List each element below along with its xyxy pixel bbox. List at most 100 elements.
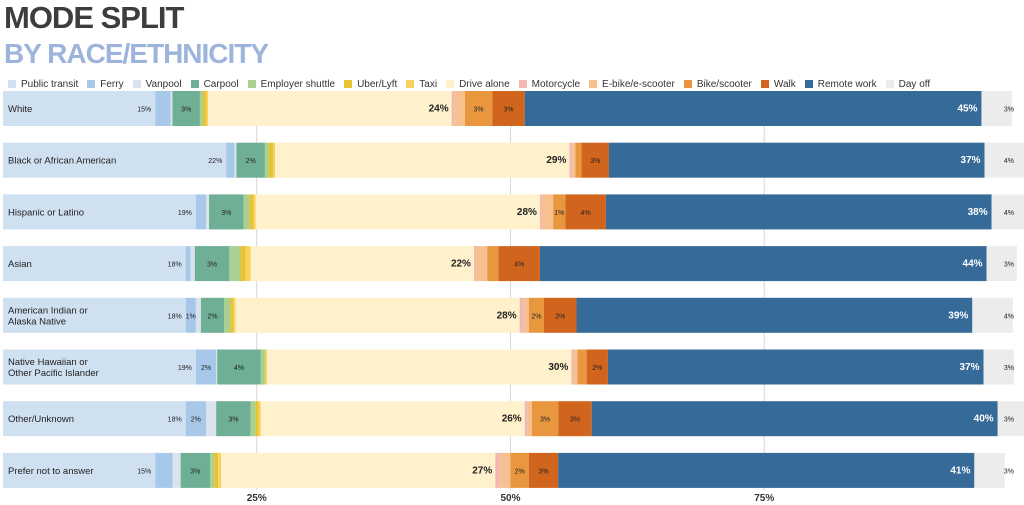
bar-uber-lyft <box>230 297 234 333</box>
category-label: American Indian or Alaska Native <box>8 305 88 327</box>
bar-employer-shuttle <box>260 349 265 385</box>
legend-swatch <box>760 80 769 88</box>
bar-bike-scooter <box>510 452 529 488</box>
legend-item-uber-lyft: Uber/Lyft <box>344 79 397 90</box>
legend-swatch <box>589 80 598 88</box>
data-label-carpool: 4% <box>234 365 244 372</box>
bar-uber-lyft <box>214 452 219 488</box>
bar-motorcycle <box>473 246 476 282</box>
legend-label: Ferry <box>100 78 124 90</box>
bar-drive-alone <box>250 246 474 282</box>
bar-taxi <box>258 401 261 437</box>
bar-day-off <box>986 246 1017 282</box>
bar-public-transit <box>3 401 186 437</box>
bar-walk <box>581 142 609 178</box>
legend-swatch <box>344 80 353 88</box>
bar-vanpool <box>234 142 237 178</box>
bar-vanpool <box>172 452 181 488</box>
bar-ferry <box>155 452 173 488</box>
bar-motorcycle <box>539 194 542 230</box>
bar-drive-alone <box>208 91 452 126</box>
bar-remote-work <box>576 297 973 333</box>
data-label-remote-work: 37% <box>959 362 979 373</box>
legend-swatch <box>190 80 199 88</box>
data-label-carpool: 3% <box>221 210 231 217</box>
bar-ferry <box>155 91 171 126</box>
legend-swatch <box>87 80 96 88</box>
data-label-public-transit: 18% <box>168 313 182 320</box>
bar-drive-alone <box>275 142 570 178</box>
bar-carpool <box>216 401 251 437</box>
bar-public-transit <box>3 297 186 333</box>
bar-carpool <box>194 246 230 282</box>
data-label-walk: 3% <box>570 417 580 424</box>
legend-label: Public transit <box>21 78 79 90</box>
data-label-drive-alone: 28% <box>497 310 517 321</box>
bar-employer-shuttle <box>229 246 241 282</box>
data-label-walk: 3% <box>590 158 600 165</box>
data-label-day-off: 4% <box>1004 210 1014 217</box>
bar-vanpool <box>195 297 201 333</box>
data-label-walk: 4% <box>514 262 524 269</box>
data-label-carpool: 3% <box>181 107 191 114</box>
bar-public-transit <box>3 349 196 385</box>
category-label: Native Hawaiian or Other Pacific Islander <box>8 357 99 379</box>
legend-item-walk: Walk <box>760 79 796 90</box>
data-label-drive-alone: 24% <box>429 104 449 115</box>
data-label-day-off: 4% <box>1004 313 1014 320</box>
data-label-drive-alone: 22% <box>451 259 471 270</box>
legend-item-vanpool: Vanpool <box>132 79 182 90</box>
bar-public-transit <box>3 452 156 488</box>
bar-employer-shuttle <box>224 297 231 333</box>
bar-e-bike-e-scooter <box>454 91 465 126</box>
legend-label: Day off <box>898 78 931 90</box>
legend-item-public-transit: Public transit <box>8 79 78 90</box>
legend-item-day-off: Day off <box>885 78 931 90</box>
bar-bike-scooter <box>487 246 499 282</box>
bar-drive-alone <box>260 401 525 437</box>
category-label: Asian <box>8 259 32 270</box>
legend-item-carpool: Carpool <box>190 79 239 90</box>
data-label-carpool: 3% <box>207 262 217 269</box>
bar-public-transit <box>3 91 156 126</box>
bar-bike-scooter <box>577 349 587 385</box>
data-label-drive-alone: 26% <box>502 414 522 425</box>
data-label-remote-work: 37% <box>960 155 980 166</box>
data-label-day-off: 3% <box>1004 468 1014 475</box>
chart-legend: Public transit Ferry Vanpool Carpool Employe… <box>8 77 1020 91</box>
bar-bike-scooter <box>575 142 582 178</box>
legend-swatch <box>683 80 692 88</box>
bar-ferry <box>226 142 235 178</box>
bar-uber-lyft <box>264 349 266 385</box>
data-label-walk: 3% <box>538 468 548 475</box>
bar-drive-alone <box>255 194 540 230</box>
bar-carpool <box>172 91 200 126</box>
data-label-carpool: 3% <box>190 468 200 475</box>
legend-item-e-bike-e-scooter: E-bike/e-scooter <box>589 79 675 90</box>
bar-walk <box>492 91 525 126</box>
bar-vanpool <box>170 91 173 126</box>
bar-day-off <box>983 349 1014 385</box>
legend-item-bike-scooter: Bike/scooter <box>683 79 752 90</box>
bar-remote-work <box>607 349 984 385</box>
bar-ferry <box>195 349 217 385</box>
bar-remote-work <box>605 194 992 230</box>
bar-walk <box>565 194 606 230</box>
data-label-day-off: 4% <box>1004 158 1014 165</box>
bar-uber-lyft <box>268 142 273 178</box>
legend-label: E-bike/e-scooter <box>602 78 675 90</box>
bar-employer-shuttle <box>243 194 250 230</box>
bar-day-off <box>997 401 1024 437</box>
bar-uber-lyft <box>249 194 254 230</box>
legend-label: Motorcycle <box>531 78 581 90</box>
bar-motorcycle <box>571 349 574 385</box>
bar-walk <box>558 401 592 437</box>
legend-swatch <box>132 80 141 88</box>
bar-employer-shuttle <box>264 142 269 178</box>
category-label: Other/Unknown <box>8 414 74 425</box>
data-label-public-transit: 19% <box>178 210 192 217</box>
bar-employer-shuttle <box>210 452 215 488</box>
data-label-ferry: 2% <box>191 417 201 424</box>
bar-motorcycle <box>519 297 525 333</box>
